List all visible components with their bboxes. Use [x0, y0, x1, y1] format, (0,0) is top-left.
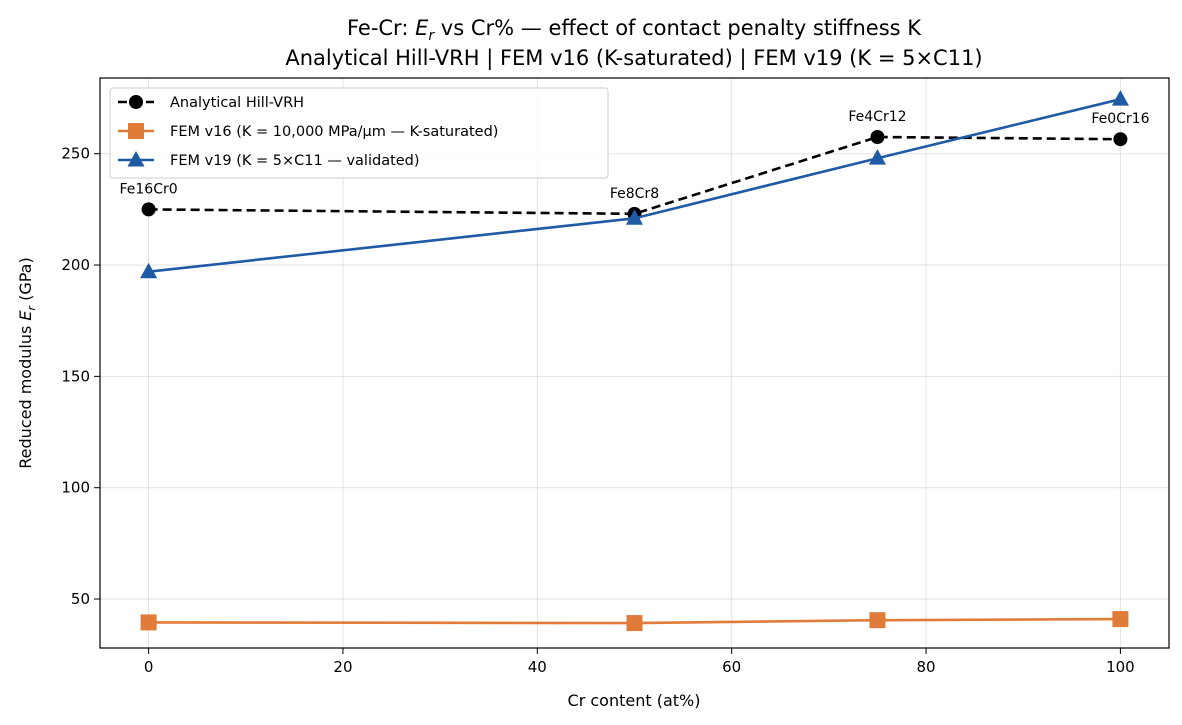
point-label: Fe0Cr16	[1091, 111, 1149, 127]
data-point	[868, 149, 887, 165]
data-point	[1113, 132, 1128, 147]
x-tick-label: 60	[722, 658, 741, 676]
legend-marker	[129, 95, 143, 109]
x-tick-label: 100	[1106, 658, 1135, 676]
point-label: Fe16Cr0	[120, 181, 178, 197]
data-point	[141, 202, 156, 217]
data-point	[626, 615, 643, 632]
series-layer	[140, 90, 1129, 632]
y-tick-label: 50	[71, 590, 90, 608]
legend-label: Analytical Hill-VRH	[170, 95, 304, 111]
x-tick-label: 80	[916, 658, 935, 676]
legend-marker	[127, 151, 145, 167]
legend-box	[109, 87, 609, 179]
data-point	[140, 614, 157, 631]
legend-entry: FEM v19 (K = 5×C11 — validated)	[118, 151, 420, 169]
point-label: Fe4Cr12	[848, 109, 906, 125]
point-label: Fe8Cr8	[610, 186, 659, 202]
y-tick-label: 200	[61, 256, 90, 274]
data-point	[625, 209, 644, 225]
series-3	[140, 90, 1129, 279]
data-point	[1111, 90, 1129, 106]
y-tick-label: 150	[61, 367, 90, 385]
series-2	[140, 611, 1129, 632]
series-line	[148, 617, 1121, 625]
axis-ticks: 0 20 40 60 80 100 50 100 150 200 250	[61, 145, 1134, 676]
series-line	[148, 97, 1121, 273]
legend-label: FEM v16 (K = 10,000 MPa/µm — K-saturated…	[170, 124, 498, 140]
plot-area	[99, 77, 1170, 649]
legend-marker	[128, 123, 144, 139]
series-line	[148, 135, 1121, 216]
point-labels: Fe16Cr0 Fe8Cr8 Fe4Cr12 Fe0Cr16	[120, 109, 1150, 202]
chart-title-line1: Fe-Cr: Er vs Cr% — effect of contact pen…	[347, 16, 922, 44]
data-point	[1112, 611, 1129, 628]
x-tick-label: 20	[333, 658, 352, 676]
data-point	[140, 262, 158, 279]
y-axis-label: Reduced modulus Er (GPa)	[16, 257, 38, 468]
x-tick-label: 0	[144, 658, 154, 676]
legend-label: FEM v19 (K = 5×C11 — validated)	[170, 153, 420, 169]
x-axis-label: Cr content (at%)	[568, 691, 701, 710]
legend-entry: Analytical Hill-VRH	[118, 95, 304, 111]
legend-entry: FEM v16 (K = 10,000 MPa/µm — K-saturated…	[118, 123, 498, 140]
chart-title-line2: Analytical Hill-VRH | FEM v16 (K-saturat…	[285, 46, 982, 71]
y-tick-label: 100	[61, 479, 90, 497]
data-point	[870, 130, 885, 145]
y-tick-label: 250	[61, 145, 90, 163]
x-tick-label: 40	[528, 658, 547, 676]
data-point	[869, 612, 886, 629]
legend: Analytical Hill-VRH FEM v16 (K = 10,000 M…	[109, 87, 609, 179]
